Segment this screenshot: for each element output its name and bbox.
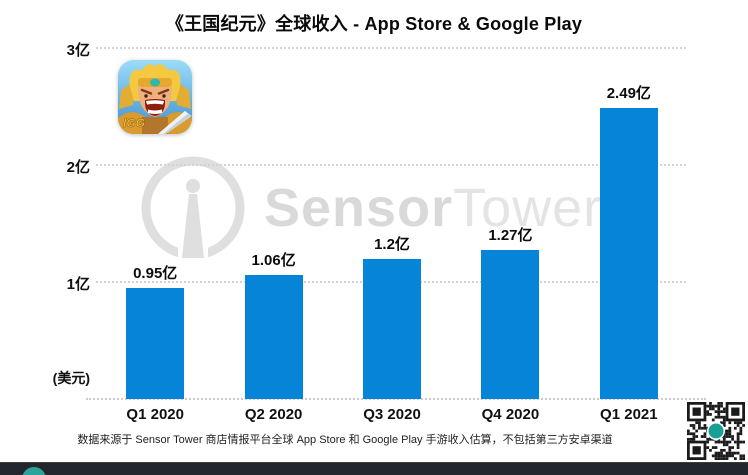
sensor-tower-qr-code xyxy=(687,402,745,460)
x-axis-tick-label: Q1 2020 xyxy=(126,406,184,423)
bar-value-label: 1.27亿 xyxy=(488,227,533,244)
y-axis-tick-label: 2亿 xyxy=(66,159,90,176)
chart-title: 《王国纪元》全球收入 - App Store & Google Play xyxy=(165,14,583,34)
watermark-brand-light: Tower xyxy=(453,178,603,238)
bar xyxy=(599,108,658,399)
x-axis-tick-label: Q3 2020 xyxy=(363,406,421,423)
gridline xyxy=(96,164,686,166)
watermark-text: SensorTower xyxy=(264,181,602,235)
sensor-tower-logo-icon xyxy=(141,156,245,261)
bars-layer: 0.95亿 1.06亿 1.2亿 1.27亿 2.49亿 xyxy=(96,0,688,399)
x-axis-baseline xyxy=(86,398,706,400)
x-axis-tick-label: Q4 2020 xyxy=(481,406,540,423)
bar-value-label: 2.49亿 xyxy=(606,85,651,102)
y-axis-tick-label: 3亿 xyxy=(66,42,90,59)
bar-column: 2.49亿 xyxy=(570,0,688,399)
x-axis-tick-label: Q2 2020 xyxy=(244,406,303,423)
bar xyxy=(126,288,185,399)
y-axis-tick-label: 1亿 xyxy=(66,276,90,293)
lords-mobile-app-icon: IGG xyxy=(118,60,192,134)
bar-column: 1.2亿 xyxy=(333,0,451,399)
source-note: 数据来源于 Sensor Tower 商店情报平台全球 App Store 和 … xyxy=(77,434,613,446)
bar-value-label: 0.95亿 xyxy=(133,265,178,282)
bar-column: 1.06亿 xyxy=(214,0,332,399)
watermark-brand-bold: Sensor xyxy=(264,178,454,238)
bar-value-label: 1.06亿 xyxy=(251,252,296,269)
y-axis-unit-label: (美元) xyxy=(52,370,90,386)
bar-column: 0.95亿 xyxy=(96,0,214,399)
bar xyxy=(363,259,422,399)
gridline xyxy=(96,47,686,49)
x-axis-tick-label: Q1 2021 xyxy=(600,406,658,423)
player-bar-accent-dot xyxy=(22,467,46,475)
sensor-tower-watermark: SensorTower xyxy=(138,153,602,263)
shoulder-left xyxy=(118,112,145,134)
player-bar xyxy=(0,462,748,475)
bar-value-label: 1.2亿 xyxy=(374,236,410,253)
qr-center-logo xyxy=(708,423,724,439)
bar xyxy=(481,250,540,399)
qr-pattern xyxy=(687,402,745,460)
igg-logo-text: IGG xyxy=(123,116,145,130)
bar-column: 1.27亿 xyxy=(451,0,569,399)
bar xyxy=(244,275,303,399)
x-axis: Q1 2020 Q2 2020 Q3 2020 Q4 2020 Q1 2021 xyxy=(96,406,688,423)
